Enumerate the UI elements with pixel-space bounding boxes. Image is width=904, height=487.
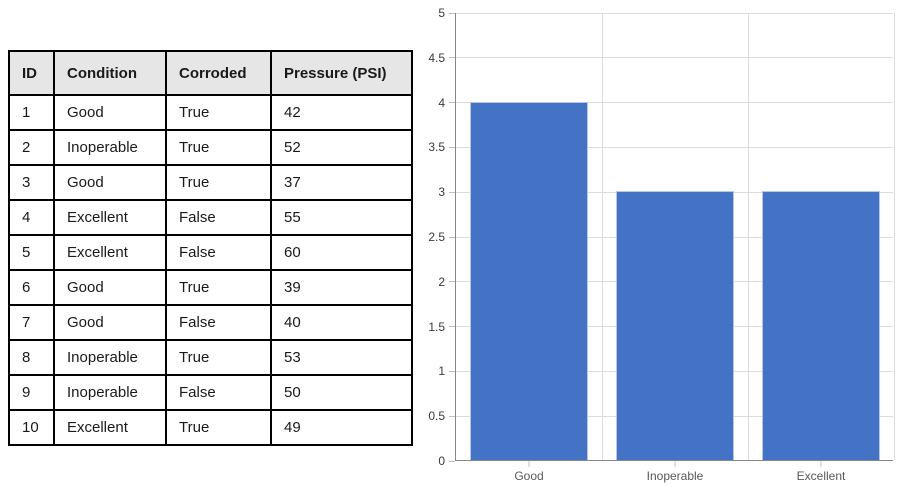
table-cell-pressure-psi: 42	[270, 94, 413, 131]
x-tick-label: Good	[514, 469, 544, 483]
table-row: 10 Excellent True 49	[8, 409, 413, 446]
column-header-id: ID	[8, 50, 55, 96]
table-row: 4 Excellent False 55	[8, 199, 413, 236]
x-tick-label: Excellent	[796, 469, 846, 483]
table-cell-id: 2	[8, 129, 55, 166]
y-axis-tick	[449, 460, 455, 462]
x-axis-tick	[528, 461, 530, 467]
table-cell-id: 6	[8, 269, 55, 306]
y-axis-tick	[449, 236, 455, 238]
gridline-vertical	[601, 13, 603, 460]
y-axis-tick	[449, 415, 455, 417]
table-cell-pressure-psi: 40	[270, 304, 413, 341]
y-tick-label: 4.5	[428, 50, 445, 65]
table-cell-corroded: False	[165, 304, 272, 341]
table-cell-corroded: True	[165, 94, 272, 131]
x-axis-tick	[820, 461, 822, 467]
table-cell-corroded: True	[165, 164, 272, 201]
table-row: 8 Inoperable True 53	[8, 339, 413, 376]
table-cell-corroded: True	[165, 129, 272, 166]
table-row: 2 Inoperable True 52	[8, 129, 413, 166]
table-cell-condition: Good	[53, 164, 167, 201]
bar-good	[470, 101, 588, 460]
table-cell-condition: Inoperable	[53, 129, 167, 166]
table-cell-corroded: False	[165, 199, 272, 236]
column-header-condition: Condition	[53, 50, 167, 96]
y-axis-tick	[449, 146, 455, 148]
table-cell-pressure-psi: 55	[270, 199, 413, 236]
bar-inoperable	[616, 191, 734, 460]
table-cell-id: 7	[8, 304, 55, 341]
table-cell-id: 4	[8, 199, 55, 236]
y-axis-tick	[449, 102, 455, 104]
table-cell-pressure-psi: 39	[270, 269, 413, 306]
gridline-horizontal	[456, 57, 893, 59]
gridline-horizontal	[456, 12, 893, 14]
y-axis-tick	[449, 370, 455, 372]
bar-excellent	[762, 191, 880, 460]
table-cell-pressure-psi: 53	[270, 339, 413, 376]
table-cell-id: 1	[8, 94, 55, 131]
y-tick-label: 1.5	[428, 319, 445, 334]
table-cell-corroded: False	[165, 374, 272, 411]
table-row: 9 Inoperable False 50	[8, 374, 413, 411]
table-cell-id: 3	[8, 164, 55, 201]
table-cell-pressure-psi: 60	[270, 234, 413, 271]
table-cell-id: 5	[8, 234, 55, 271]
y-tick-label: 0	[438, 454, 445, 468]
table-row: 3 Good True 37	[8, 164, 413, 201]
gridline-vertical	[893, 13, 895, 460]
table-cell-condition: Excellent	[53, 409, 167, 446]
table-row: 7 Good False 40	[8, 304, 413, 341]
table-cell-pressure-psi: 37	[270, 164, 413, 201]
pipe-data-table: ID Condition Corroded Pressure (PSI) 1 Good T…	[8, 50, 413, 446]
gridline-vertical	[747, 13, 749, 460]
table-cell-corroded: False	[165, 234, 272, 271]
table-row: 6 Good True 39	[8, 269, 413, 306]
bar-chart-plot-area: 0 0.5 1 1.5 2 2.5 3 3.5 4 4.5 5 Good Inoperable Excel…	[428, 6, 895, 483]
y-axis-tick	[449, 281, 455, 283]
y-tick-label: 0.5	[428, 409, 445, 424]
y-axis-tick	[449, 191, 455, 193]
table-cell-corroded: True	[165, 269, 272, 306]
y-tick-label: 1	[438, 364, 445, 379]
table-cell-corroded: True	[165, 409, 272, 446]
y-tick-label: 2	[438, 274, 445, 289]
table-row: 5 Excellent False 60	[8, 234, 413, 271]
table-cell-condition: Excellent	[53, 234, 167, 271]
gridline-horizontal	[456, 146, 893, 148]
table-cell-condition: Good	[53, 269, 167, 306]
x-axis-tick	[674, 461, 676, 467]
column-header-corroded: Corroded	[165, 50, 272, 96]
column-header-pressure-psi: Pressure (PSI)	[270, 50, 413, 96]
table-cell-id: 9	[8, 374, 55, 411]
y-tick-label: 3	[438, 185, 445, 200]
table-cell-id: 10	[8, 409, 55, 446]
table-cell-condition: Good	[53, 304, 167, 341]
table-cell-condition: Inoperable	[53, 374, 167, 411]
table-cell-pressure-psi: 49	[270, 409, 413, 446]
table-cell-pressure-psi: 50	[270, 374, 413, 411]
y-tick-label: 2.5	[428, 230, 445, 244]
y-axis-tick	[449, 326, 455, 328]
table-cell-id: 8	[8, 339, 55, 376]
table-cell-condition: Inoperable	[53, 339, 167, 376]
y-tick-label: 4	[438, 95, 445, 110]
table-cell-condition: Good	[53, 94, 167, 131]
table-row: 1 Good True 42	[8, 94, 413, 131]
gridline-horizontal	[456, 102, 893, 104]
table-cell-corroded: True	[165, 339, 272, 376]
y-axis-tick	[449, 57, 455, 59]
table-cell-pressure-psi: 52	[270, 129, 413, 166]
x-tick-label: Inoperable	[646, 469, 704, 483]
y-tick-label: 3.5	[428, 140, 445, 155]
y-axis-tick	[449, 12, 455, 14]
table-cell-condition: Excellent	[53, 199, 167, 236]
y-tick-label: 5	[438, 6, 445, 20]
table-header-row: ID Condition Corroded Pressure (PSI)	[8, 50, 413, 96]
